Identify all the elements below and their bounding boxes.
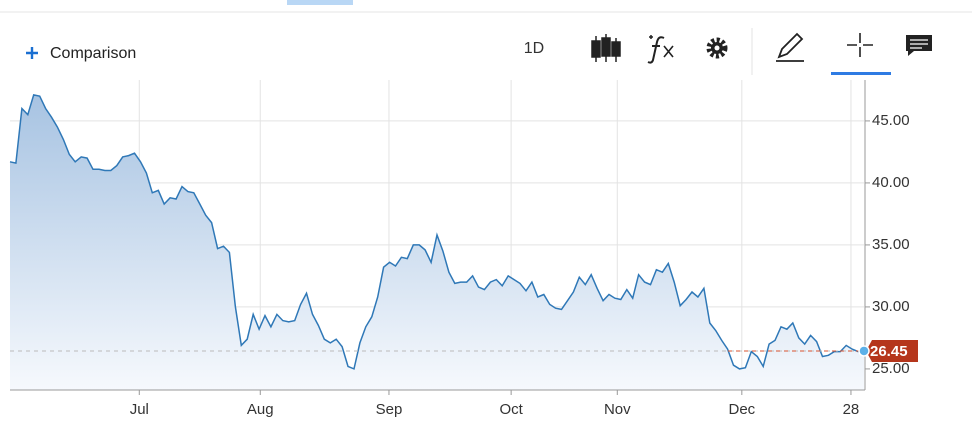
indicators-icon[interactable] (647, 35, 674, 64)
last-point (858, 345, 870, 357)
comparison-button[interactable]: Comparison (26, 45, 136, 62)
y-tick-label: 40.00 (872, 174, 910, 191)
active-tool-indicator (831, 72, 891, 75)
tab-indicator (287, 0, 353, 5)
crosshair-icon[interactable] (847, 33, 873, 57)
settings-icon[interactable] (706, 37, 728, 59)
draw-icon[interactable] (776, 32, 804, 62)
y-tick-label: 35.00 (872, 236, 910, 253)
last-value-badge (866, 339, 918, 362)
x-tick-label: 28 (843, 401, 860, 418)
x-tick-label: Jul (130, 401, 149, 418)
last-value-label: 26.45 (870, 343, 908, 360)
comparison-label: Comparison (50, 45, 136, 62)
y-tick-label: 45.00 (872, 112, 910, 129)
x-tick-label: Nov (604, 401, 631, 418)
candles-icon[interactable] (591, 34, 621, 62)
news-icon[interactable] (906, 35, 932, 56)
x-tick-label: Aug (247, 401, 274, 418)
price-line (9, 94, 865, 370)
x-tick-label: Sep (376, 401, 403, 418)
plus-icon (26, 47, 38, 59)
x-tick-label: Oct (499, 401, 523, 418)
y-tick-label: 25.00 (872, 360, 910, 377)
area (10, 94, 864, 391)
x-tick-label: Dec (728, 401, 755, 418)
y-tick-label: 30.00 (872, 298, 910, 315)
interval-button[interactable]: 1D (524, 40, 544, 57)
